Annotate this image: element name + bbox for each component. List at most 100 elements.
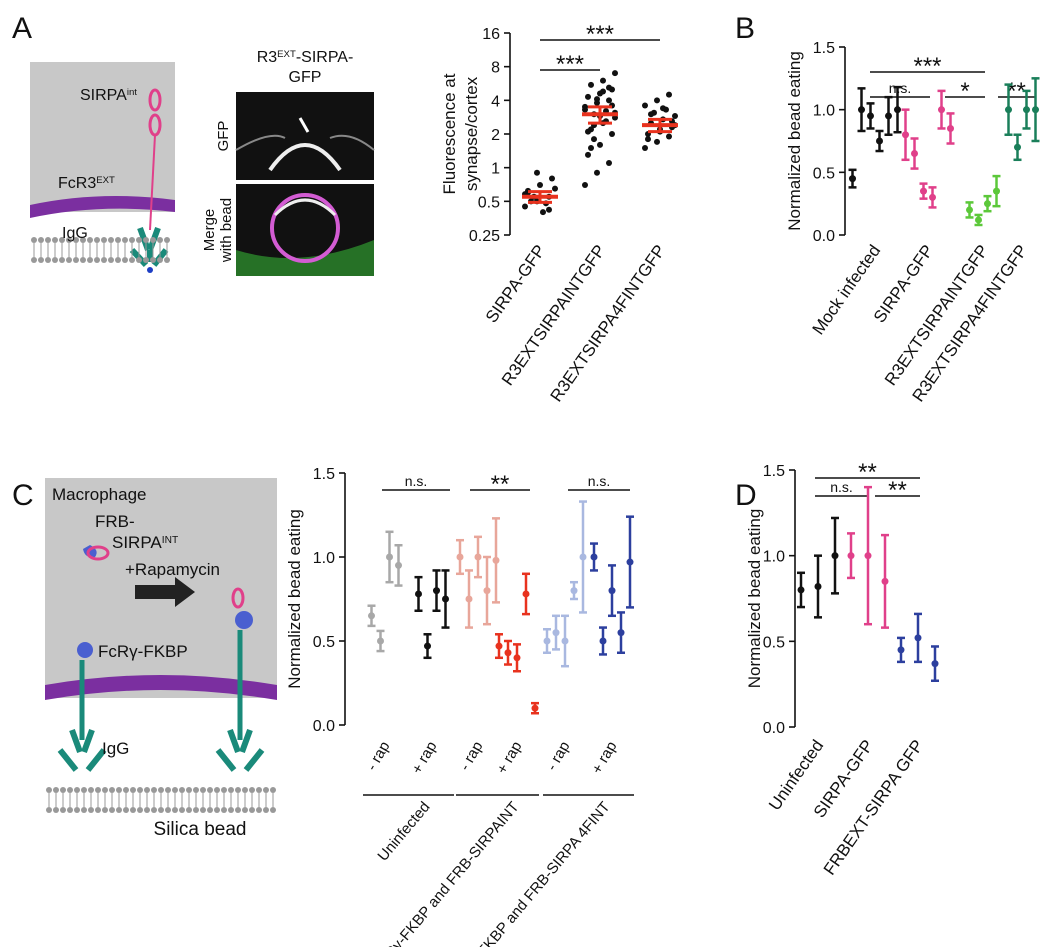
lipid-head	[270, 787, 276, 793]
lipid-head	[66, 237, 72, 243]
panel-label: D	[735, 479, 757, 512]
lipid-head	[102, 807, 108, 813]
lipid-head	[144, 807, 150, 813]
lipid-head	[221, 807, 227, 813]
label: Macrophage	[52, 485, 147, 504]
lipid-head	[73, 237, 79, 243]
lipid-head	[81, 787, 87, 793]
y-tick-label: 4	[491, 93, 500, 110]
lipid-head	[235, 787, 241, 793]
lipid-head	[165, 807, 171, 813]
lipid-head	[263, 787, 269, 793]
data-point	[552, 629, 560, 637]
lipid-head	[67, 807, 73, 813]
data-point	[626, 558, 634, 566]
data-dot	[549, 175, 555, 182]
condition-label: - rap	[543, 739, 573, 774]
data-point	[465, 595, 473, 603]
data-point	[617, 629, 625, 637]
data-dot	[606, 160, 612, 167]
data-dot	[660, 105, 666, 112]
significance-label: n.s.	[405, 473, 428, 489]
data-point	[513, 654, 521, 662]
y-tick-label: 2	[491, 127, 500, 144]
significance-label: n.s.	[830, 479, 853, 495]
y-tick-label: 0.5	[763, 634, 785, 651]
data-dot	[606, 97, 612, 104]
lipid-head	[94, 257, 100, 263]
lipid-head	[94, 237, 100, 243]
lipid-head	[172, 807, 178, 813]
lipid-head	[59, 257, 65, 263]
data-point	[984, 200, 991, 208]
data-point	[543, 637, 551, 645]
data-point	[1023, 106, 1030, 114]
data-dot	[606, 84, 612, 91]
data-dot	[642, 102, 648, 109]
condition-label: - rap	[363, 739, 393, 774]
data-point	[975, 216, 982, 224]
label-part: FcR3	[58, 175, 96, 192]
data-point	[1032, 106, 1039, 114]
data-point	[931, 660, 939, 668]
data-point	[914, 634, 922, 642]
lipid-head	[179, 787, 185, 793]
data-point	[579, 553, 587, 561]
lipid-head	[179, 807, 185, 813]
data-point	[849, 175, 856, 183]
lipid-head	[66, 257, 72, 263]
data-dot	[582, 181, 588, 188]
significance-label: **	[491, 471, 510, 498]
lipid-head	[38, 257, 44, 263]
diagram-c	[45, 478, 277, 772]
lipid-head	[270, 807, 276, 813]
lipid-head	[221, 787, 227, 793]
lipid-head	[164, 257, 170, 263]
image-title-part: EXT	[277, 49, 296, 60]
data-dot	[612, 70, 618, 77]
lipid-head	[200, 787, 206, 793]
data-dot	[591, 136, 597, 143]
lipid-head	[214, 807, 220, 813]
lipid-head	[136, 237, 142, 243]
y-tick-label: 1.5	[763, 463, 785, 480]
lipid-head	[109, 787, 115, 793]
label-part: INT	[162, 535, 178, 546]
y-axis-label: Normalized bead eating	[785, 51, 804, 231]
lipid-head	[45, 257, 51, 263]
lipid-head	[74, 787, 80, 793]
y-tick-label: 1.0	[763, 549, 785, 566]
lipid-head	[52, 257, 58, 263]
y-tick-label: 1.0	[813, 103, 835, 120]
data-point	[522, 590, 530, 598]
x-tick-label: SIRPA-GFP	[482, 241, 549, 326]
label: +Rapamycin	[125, 560, 220, 579]
y-axis-label: Normalized bead eating	[745, 509, 764, 689]
data-point	[876, 137, 883, 145]
lipid-head	[193, 807, 199, 813]
significance-label: ***	[913, 53, 941, 80]
data-dot	[648, 111, 654, 118]
x-tick-label: Mock infected	[809, 241, 885, 338]
label: Silica bead	[154, 819, 247, 840]
label-part: SIRPA	[112, 533, 162, 552]
data-dot	[672, 112, 678, 119]
lipid-head	[115, 257, 121, 263]
lipid-head	[123, 807, 129, 813]
label: GFP	[215, 121, 232, 152]
lipid-head	[144, 787, 150, 793]
data-dot	[588, 81, 594, 88]
lipid-head	[137, 807, 143, 813]
lipid-head	[157, 237, 163, 243]
data-point	[531, 704, 539, 712]
lipid-head	[73, 257, 79, 263]
data-dot	[594, 169, 600, 176]
data-point	[424, 642, 431, 650]
lipid-head	[59, 237, 65, 243]
data-dot	[609, 131, 615, 137]
y-axis-label: synapse/cortex	[462, 76, 481, 191]
data-dot	[600, 77, 606, 84]
lipid-head	[256, 807, 262, 813]
lipid-head	[123, 787, 129, 793]
lipid-head	[186, 787, 192, 793]
